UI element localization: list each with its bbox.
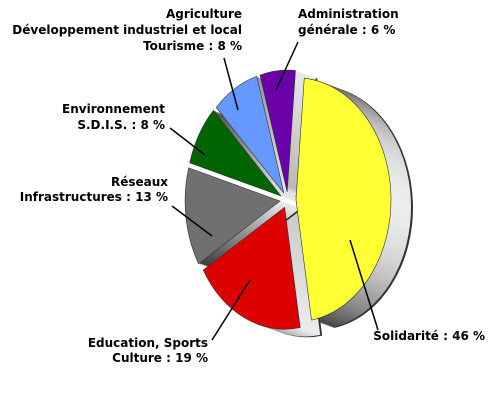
slice (259, 69, 296, 193)
slice-label: Administration (298, 7, 399, 21)
leader-line (349, 239, 379, 331)
slice-label: Education, Sports (88, 336, 208, 350)
leader-line (275, 41, 299, 91)
slice-label: Infrastructures : 13 % (20, 190, 168, 204)
slice-label: Développement industriel et local (12, 23, 242, 37)
slice-label: Réseaux (111, 175, 168, 189)
slice-label: Solidarité : 46 % (373, 329, 485, 343)
slice (202, 206, 301, 330)
slice-label: Tourisme : 8 % (143, 39, 242, 53)
leader-line (223, 57, 239, 111)
slice (295, 77, 392, 321)
leader-line (211, 279, 251, 341)
slice (189, 109, 282, 197)
leader-line (169, 127, 206, 156)
leader-line (171, 205, 213, 237)
slice-label: générale : 6 % (298, 23, 395, 37)
slice-label: Environnement (62, 102, 165, 116)
slice-label: Agriculture (166, 7, 242, 21)
slice-label: Culture : 19 % (112, 351, 208, 365)
slice (215, 75, 285, 194)
slice-label: S.D.I.S. : 8 % (77, 118, 165, 132)
